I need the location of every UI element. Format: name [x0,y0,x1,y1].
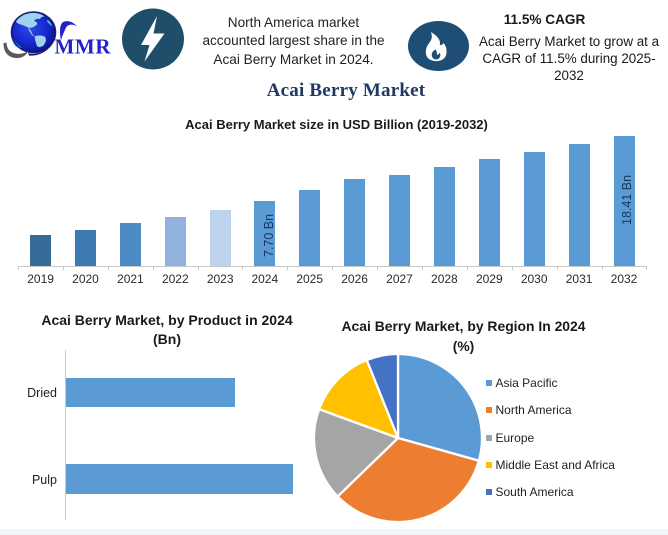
svg-text:MMR: MMR [55,35,112,59]
